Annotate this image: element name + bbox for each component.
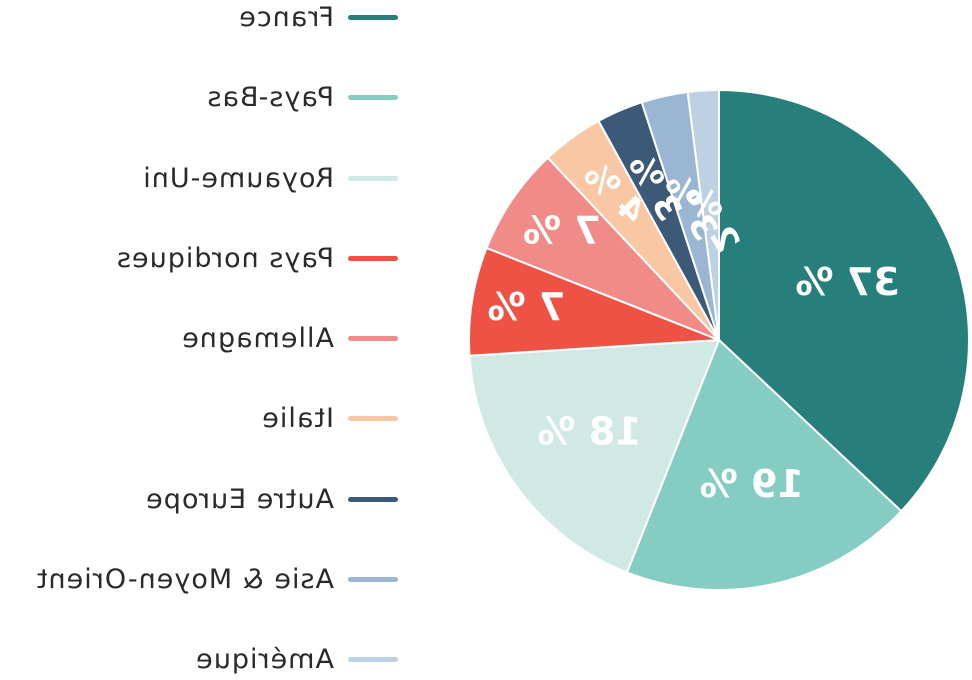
- pie-slice-pays-bas: [625, 339, 903, 591]
- legend-swatch-royaume-uni: [348, 175, 398, 181]
- slice-label-pays-nordiques: 7 %: [488, 285, 566, 329]
- legend-item-asie-moyen-orient: Asie & Moyen-Orient: [36, 559, 398, 599]
- legend-label-royaume-uni: Royaume-Uni: [142, 162, 334, 194]
- slice-label-france: 37 %: [795, 260, 899, 304]
- legend-item-allemagne: Allemagne: [181, 318, 398, 358]
- legend-item-italie: Italie: [261, 398, 398, 438]
- legend-swatch-pays-bas: [348, 94, 398, 100]
- legend-label-asie-moyen-orient: Asie & Moyen-Orient: [35, 563, 334, 595]
- pie-slice-amerique: [686, 89, 720, 341]
- legend-item-pays-bas: Pays-Bas: [206, 77, 398, 117]
- legend-label-autre-europe: Autre Europe: [145, 483, 334, 515]
- legend-swatch-france: [348, 14, 398, 20]
- legend-item-pays-nordiques: Pays nordiques: [116, 238, 398, 278]
- legend-label-allemagne: Allemagne: [181, 322, 334, 354]
- pie-slice-allemagne: [485, 156, 720, 341]
- legend-swatch-asie-moyen-orient: [348, 576, 398, 582]
- legend-label-france: France: [238, 1, 334, 33]
- legend-swatch-italie: [348, 415, 398, 421]
- pie-slice-royaume-uni: [468, 339, 720, 574]
- pie-slice-france: [718, 89, 970, 513]
- slice-label-pays-bas: 19 %: [700, 462, 804, 506]
- legend-label-italie: Italie: [261, 402, 334, 434]
- legend-swatch-allemagne: [348, 335, 398, 341]
- slice-label-royaume-uni: 18 %: [537, 410, 641, 454]
- legend-item-autre-europe: Autre Europe: [145, 479, 398, 519]
- legend-item-amerique: Amérique: [195, 639, 398, 679]
- legend-swatch-amerique: [348, 656, 398, 662]
- legend-item-france: France: [238, 0, 398, 37]
- legend-label-amerique: Amérique: [195, 643, 334, 675]
- pie-slice-pays-nordiques: [468, 246, 720, 357]
- legend-swatch-autre-europe: [348, 496, 398, 502]
- legend-label-pays-nordiques: Pays nordiques: [115, 242, 334, 274]
- legend-label-pays-bas: Pays-Bas: [206, 81, 334, 113]
- slice-label-allemagne: 7 %: [523, 209, 601, 253]
- legend: France Pays-Bas Royaume-Uni Pays nordiqu…: [0, 0, 398, 680]
- legend-swatch-pays-nordiques: [348, 255, 398, 261]
- legend-item-royaume-uni: Royaume-Uni: [142, 158, 398, 198]
